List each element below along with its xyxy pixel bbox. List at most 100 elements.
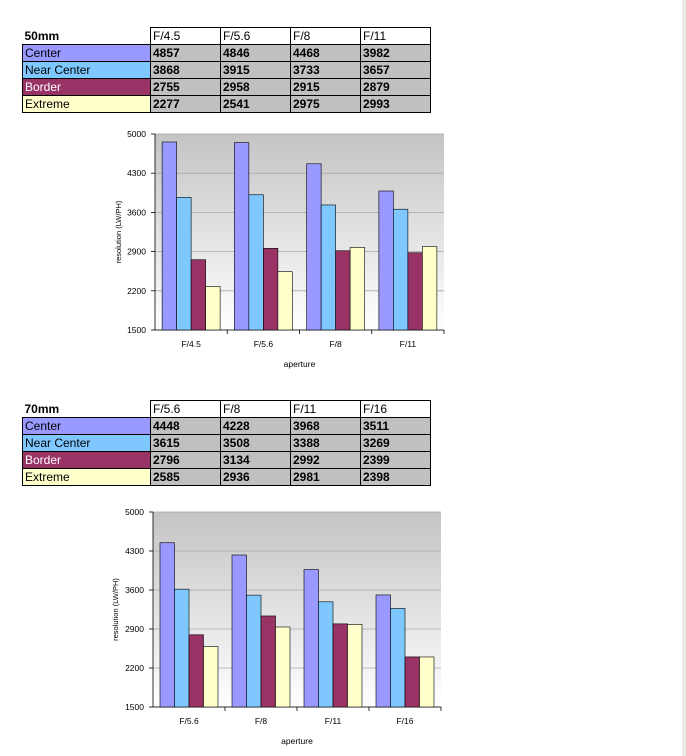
table-cell: 2755 <box>150 78 221 96</box>
plot-area <box>153 512 441 707</box>
vertical-scrollbar[interactable] <box>682 0 686 756</box>
column-header: F/11 <box>290 400 361 418</box>
y-tick-label: 1500 <box>125 702 144 712</box>
table-cell: 2992 <box>290 451 361 469</box>
bar-extreme <box>347 624 363 708</box>
table-cell: 3388 <box>290 434 361 452</box>
bar-border <box>404 656 420 708</box>
bar-extreme <box>422 246 438 331</box>
bar-border <box>190 259 206 331</box>
table-cell: 2993 <box>360 95 431 113</box>
x-axis-label: aperture <box>281 736 313 746</box>
bar-border <box>263 248 279 331</box>
x-category-label: F/5.6 <box>179 716 199 726</box>
row-label-center: Center <box>22 44 151 62</box>
table-cell: 3511 <box>360 417 431 435</box>
table-cell: 2277 <box>150 95 221 113</box>
row-label-border: Border <box>22 451 151 469</box>
table-cell: 3269 <box>360 434 431 452</box>
column-header: F/5.6 <box>150 400 221 418</box>
y-tick-label: 5000 <box>125 507 144 517</box>
row-label-border: Border <box>22 78 151 96</box>
bar-border <box>335 250 351 331</box>
table-cell: 2796 <box>150 451 221 469</box>
y-tick-label: 3600 <box>127 207 146 217</box>
bar-border <box>188 634 204 708</box>
bar-near-center <box>320 204 336 331</box>
table-cell: 2958 <box>220 78 291 96</box>
table-cell: 3982 <box>360 44 431 62</box>
bar-near-center <box>318 601 334 708</box>
table-cell: 4846 <box>220 44 291 62</box>
table-row: Extreme 2585 2936 2981 2398 <box>22 468 431 486</box>
bar-center <box>234 142 250 331</box>
table-cell: 2398 <box>360 468 431 486</box>
y-tick-label: 4300 <box>127 168 146 178</box>
table-cell: 3615 <box>150 434 221 452</box>
table-cell: 2399 <box>360 451 431 469</box>
row-label-near-center: Near Center <box>22 434 151 452</box>
table-cell: 2541 <box>220 95 291 113</box>
table-cell: 2585 <box>150 468 221 486</box>
y-tick-label: 4300 <box>125 546 144 556</box>
table-row: Near Center 3615 3508 3388 3269 <box>22 434 431 452</box>
bar-center <box>159 542 175 708</box>
bar-extreme <box>277 271 293 331</box>
bar-near-center <box>390 608 406 708</box>
bar-border <box>260 615 276 708</box>
table-row: Border 2755 2958 2915 2879 <box>22 78 431 96</box>
bar-border <box>332 623 348 708</box>
x-category-label: F/5.6 <box>254 339 274 349</box>
x-category-label: F/16 <box>396 716 413 726</box>
y-tick-label: 1500 <box>127 325 146 335</box>
table-header-row: 70mm F/5.6 F/8 F/11 F/16 <box>22 400 431 418</box>
bar-near-center <box>174 588 190 708</box>
table-cell: 3657 <box>360 61 431 79</box>
table-cell: 4448 <box>150 417 221 435</box>
bar-extreme <box>419 656 435 708</box>
table-row: Center 4448 4228 3968 3511 <box>22 417 431 435</box>
table-row: Border 2796 3134 2992 2399 <box>22 451 431 469</box>
table-cell: 2879 <box>360 78 431 96</box>
table-title: 70mm <box>22 400 151 418</box>
x-category-label: F/11 <box>400 339 417 349</box>
table-cell: 3915 <box>220 61 291 79</box>
y-tick-label: 2200 <box>125 663 144 673</box>
y-tick-label: 5000 <box>127 129 146 139</box>
x-category-label: F/11 <box>325 716 342 726</box>
table-cell: 4468 <box>290 44 361 62</box>
table-cell: 2975 <box>290 95 361 113</box>
bar-extreme <box>203 646 219 708</box>
table-cell: 4228 <box>220 417 291 435</box>
bar-center <box>378 190 394 331</box>
y-axis-label: resolution (LW/PH) <box>111 578 120 641</box>
y-axis-label: resolution (LW/PH) <box>114 200 123 263</box>
table-cell: 2936 <box>220 468 291 486</box>
column-header: F/4.5 <box>150 27 221 45</box>
table-cell: 2915 <box>290 78 361 96</box>
column-header: F/8 <box>290 27 361 45</box>
y-tick-label: 3600 <box>125 585 144 595</box>
row-label-near-center: Near Center <box>22 61 151 79</box>
bar-center <box>231 554 247 708</box>
table-cell: 3134 <box>220 451 291 469</box>
column-header: F/11 <box>360 27 431 45</box>
bar-center <box>306 163 322 331</box>
bar-near-center <box>246 594 262 708</box>
plot-area <box>155 134 444 330</box>
table-row: Near Center 3868 3915 3733 3657 <box>22 61 431 79</box>
table-row: Extreme 2277 2541 2975 2993 <box>22 95 431 113</box>
row-label-extreme: Extreme <box>22 95 151 113</box>
column-header: F/5.6 <box>220 27 291 45</box>
y-tick-label: 2200 <box>127 286 146 296</box>
bar-extreme <box>349 247 365 331</box>
row-label-extreme: Extreme <box>22 468 151 486</box>
bar-extreme <box>205 286 221 331</box>
table-header-row: 50mm F/4.5 F/5.6 F/8 F/11 <box>22 27 431 45</box>
results-table-70mm: 70mm F/5.6 F/8 F/11 F/16 Center 4448 422… <box>22 400 431 486</box>
bar-near-center <box>176 197 192 331</box>
row-label-center: Center <box>22 417 151 435</box>
table-cell: 3868 <box>150 61 221 79</box>
column-header: F/16 <box>360 400 431 418</box>
